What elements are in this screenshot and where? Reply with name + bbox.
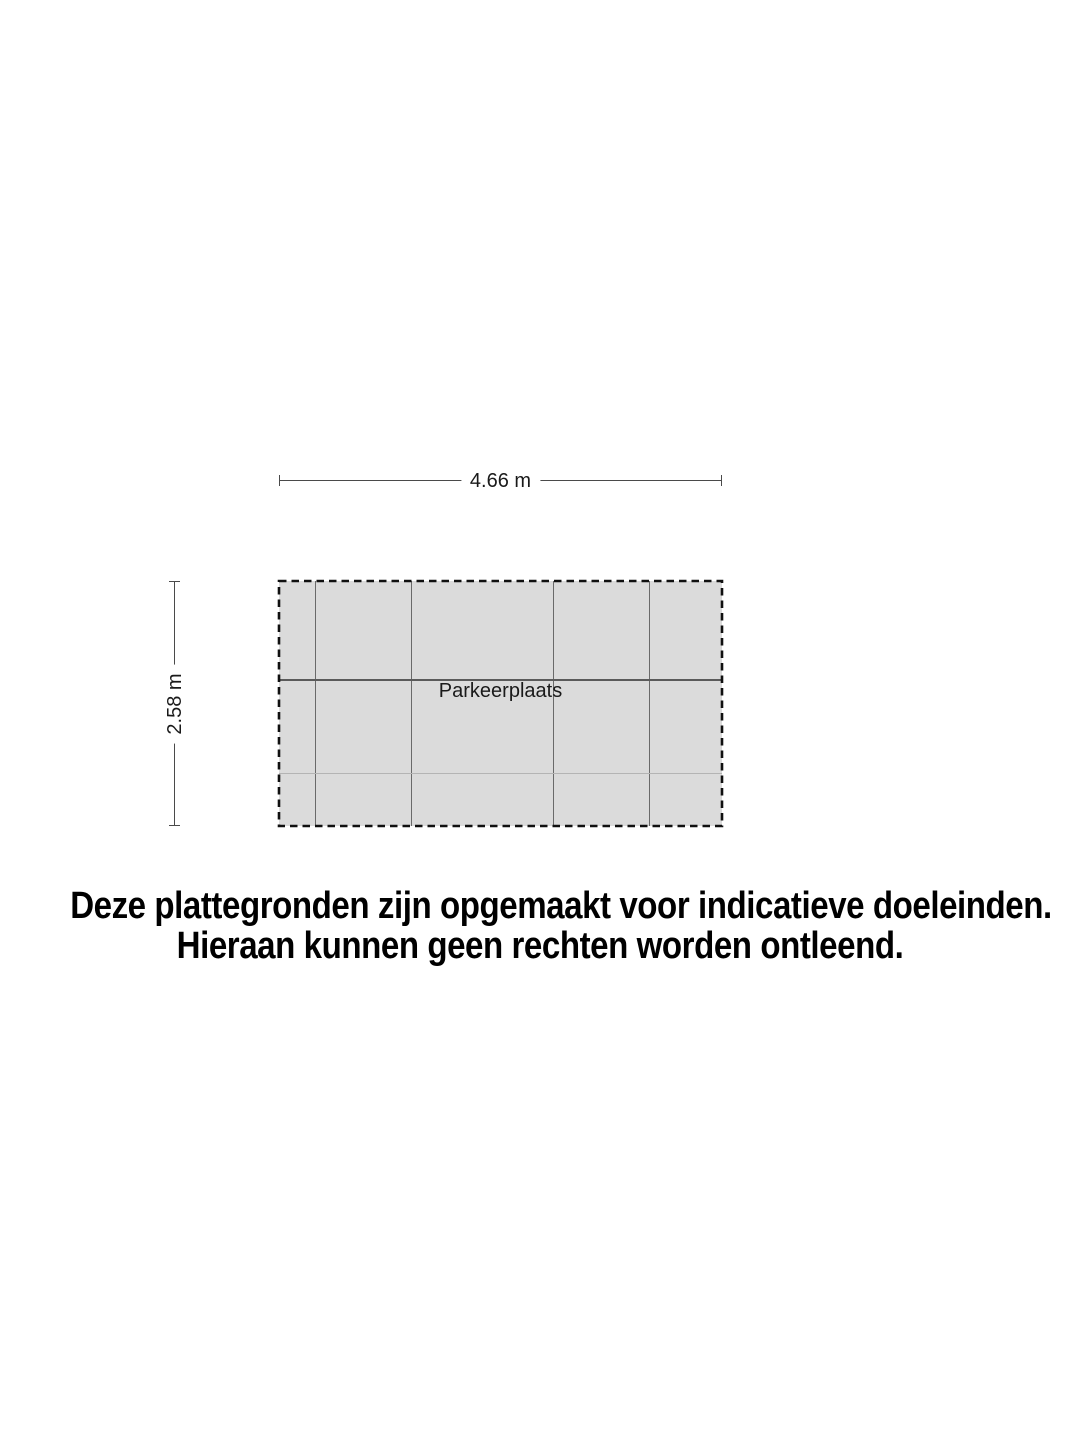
dimension-height: 2.58 m [162,581,188,826]
room-parkeerplaats: Parkeerplaats [277,579,724,828]
room-label: Parkeerplaats [438,680,563,702]
disclaimer: Deze plattegronden zijn opgemaakt voor i… [0,886,1080,966]
disclaimer-line-1: Deze plattegronden zijn opgemaakt voor i… [70,885,1052,927]
dimension-width-tick-right [721,475,722,486]
room-grid-line [279,773,722,774]
dimension-width-tick-left [279,475,280,486]
dimension-height-tick-top [169,581,180,582]
disclaimer-line-2: Hieraan kunnen geen rechten worden ontle… [176,925,904,967]
dimension-width-label: 4.66 m [460,468,541,494]
dimension-width: 4.66 m [279,468,722,494]
dimension-height-label: 2.58 m [162,663,188,744]
dimension-height-tick-bottom [169,825,180,826]
